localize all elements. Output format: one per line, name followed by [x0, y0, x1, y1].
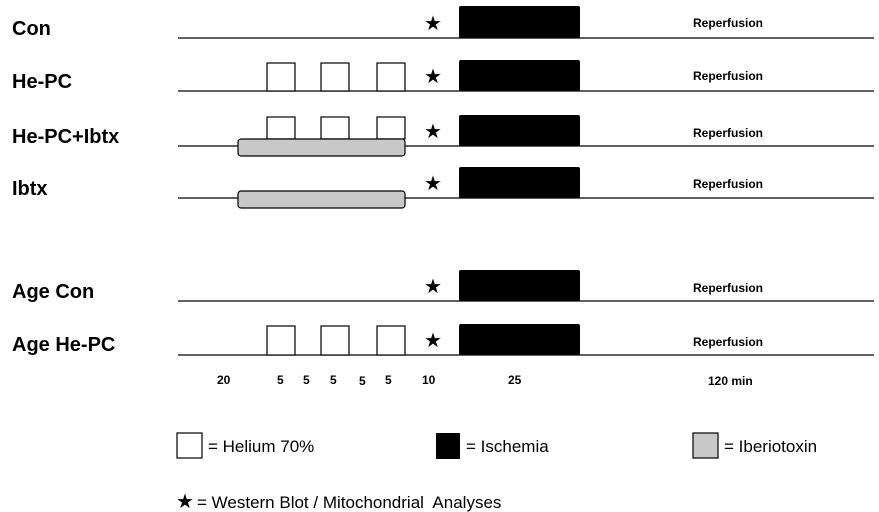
protocol-row-he-pc-ibtx: He-PC+Ibtx ★ Reperfusion [12, 115, 874, 157]
duration-label: 120 min [708, 374, 753, 388]
star-icon: ★ [424, 274, 442, 298]
legend: = Helium 70% = Ischemia = Iberiotoxin ★ … [176, 432, 817, 512]
iberiotoxin-swatch [692, 432, 719, 459]
row-label-ibtx: Ibtx [12, 178, 48, 200]
duration-label: 5 [330, 373, 337, 387]
helium-box [266, 62, 296, 92]
legend-iberiotoxin: = Iberiotoxin [692, 432, 817, 459]
reperfusion-label: Reperfusion [693, 335, 763, 349]
helium-box [376, 62, 406, 92]
legend-analysis: ★ = Western Blot / Mitochondrial Analyse… [176, 489, 501, 512]
reperfusion-label: Reperfusion [693, 281, 763, 295]
helium-box [266, 325, 296, 356]
legend-ischemia: = Ischemia [436, 433, 549, 459]
iberiotoxin-bar [237, 190, 406, 209]
duration-label: 5 [303, 373, 310, 387]
iberiotoxin-bar [237, 138, 406, 157]
helium-box [376, 325, 406, 356]
protocol-row-con: Con ★ Reperfusion [12, 6, 874, 40]
helium-box [376, 116, 406, 140]
row-label-age-he-pc: Age He-PC [12, 334, 115, 356]
ischemia-block [459, 270, 580, 301]
duration-label: 5 [277, 373, 284, 387]
legend-analysis-text: = Western Blot / Mitochondrial Analyses [197, 493, 501, 512]
duration-label: 10 [422, 373, 436, 387]
reperfusion-label: Reperfusion [693, 69, 763, 83]
row-label-con: Con [12, 18, 51, 40]
duration-label: 5 [385, 373, 392, 387]
ischemia-block [459, 115, 580, 146]
timeline-duration-labels: 20 5 5 5 5 5 10 25 120 min [217, 373, 753, 388]
duration-label: 20 [217, 373, 231, 387]
legend-ischemia-text: = Ischemia [466, 437, 549, 456]
ischemia-block [459, 6, 580, 38]
ischemia-block [459, 167, 580, 198]
helium-box [320, 62, 350, 92]
reperfusion-label: Reperfusion [693, 126, 763, 140]
ischemia-block [459, 324, 580, 355]
legend-helium: = Helium 70% [176, 432, 314, 459]
helium-box [320, 325, 350, 356]
protocol-row-age-con: Age Con ★ Reperfusion [12, 270, 874, 303]
star-icon: ★ [424, 64, 442, 88]
row-label-he-pc: He-PC [12, 71, 72, 93]
helium-swatch [176, 432, 203, 459]
protocol-row-age-he-pc: Age He-PC ★ Reperfusion [12, 324, 874, 356]
duration-label: 25 [508, 373, 522, 387]
row-label-age-con: Age Con [12, 281, 94, 303]
reperfusion-label: Reperfusion [693, 177, 763, 191]
legend-iberiotoxin-text: = Iberiotoxin [724, 437, 817, 456]
ischemia-block [459, 60, 580, 91]
star-icon: ★ [424, 328, 442, 352]
star-icon: ★ [176, 489, 194, 512]
row-label-he-pc-ibtx: He-PC+Ibtx [12, 126, 119, 148]
star-icon: ★ [424, 171, 442, 195]
helium-box [266, 116, 296, 140]
protocol-row-he-pc: He-PC ★ Reperfusion [12, 60, 874, 93]
ischemia-swatch [436, 433, 460, 459]
star-icon: ★ [424, 11, 442, 35]
protocol-row-ibtx: Ibtx ★ Reperfusion [12, 167, 874, 209]
star-icon: ★ [424, 119, 442, 143]
legend-helium-text: = Helium 70% [208, 437, 314, 456]
helium-box [320, 116, 350, 140]
reperfusion-label: Reperfusion [693, 16, 763, 30]
duration-label: 5 [359, 374, 366, 388]
